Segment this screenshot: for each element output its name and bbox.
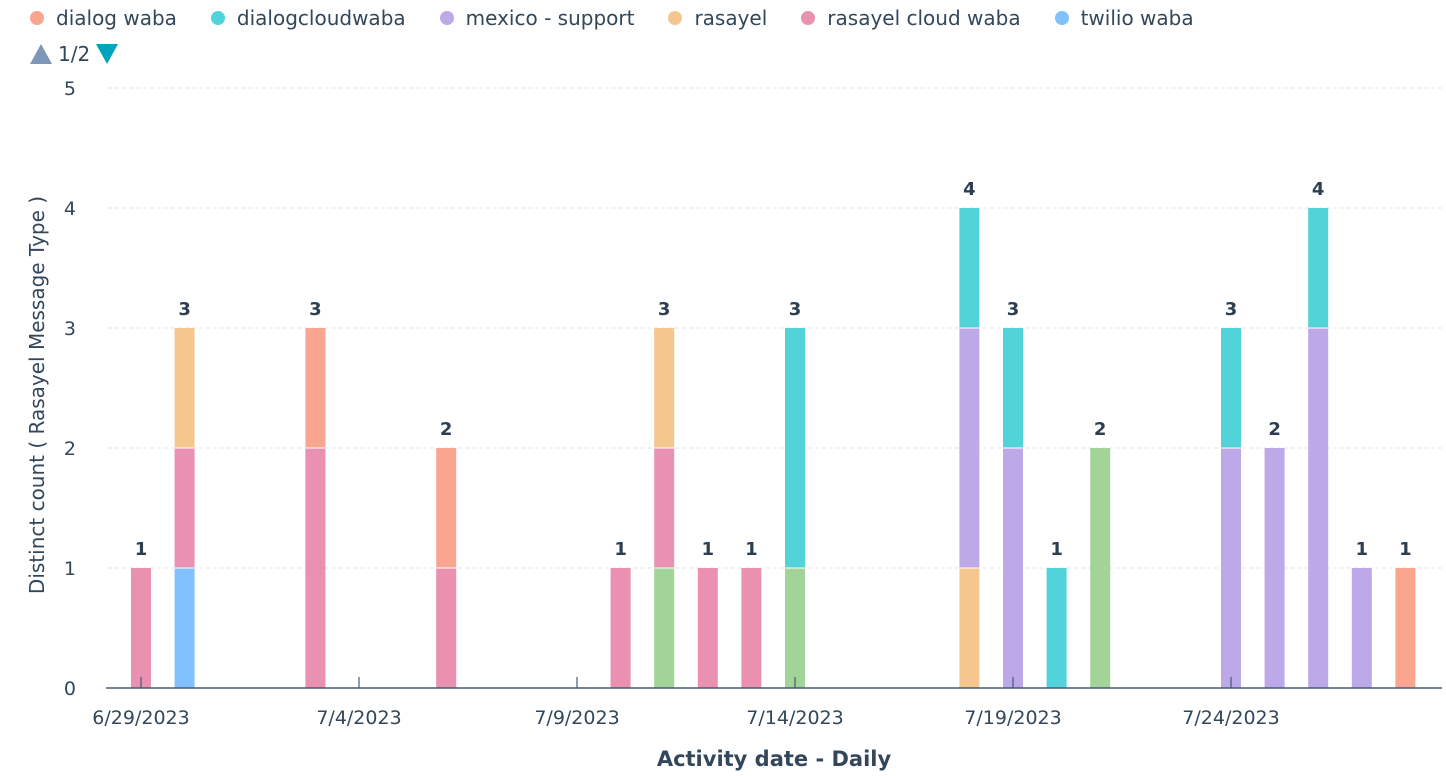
- bar-total-label: 2: [440, 419, 453, 440]
- x-tick-label: 6/29/2023: [92, 707, 189, 729]
- y-tick-label: 4: [64, 198, 76, 220]
- bar-segment: [131, 568, 151, 688]
- bar-segment: [959, 568, 980, 688]
- legend-item[interactable]: dialog waba: [30, 6, 177, 30]
- bar-segment: [174, 328, 195, 448]
- legend-item[interactable]: dialogcloudwaba: [210, 6, 406, 30]
- x-tick-label: 7/19/2023: [964, 707, 1061, 729]
- bar-segment: [1003, 448, 1023, 688]
- legend-swatch: [1054, 11, 1069, 25]
- bar-total-label: 4: [1312, 179, 1325, 200]
- bar-total-label: 1: [1050, 539, 1063, 560]
- bar-segment: [1003, 328, 1023, 448]
- y-tick-label: 1: [64, 558, 76, 580]
- bar-segment: [1046, 568, 1067, 688]
- bar-total-label: 1: [1356, 539, 1369, 560]
- bar-segment: [697, 568, 718, 688]
- bar-segment: [741, 568, 762, 688]
- bar-segment: [654, 568, 675, 688]
- bar-total-label: 2: [1268, 419, 1281, 440]
- bar-segment: [959, 208, 980, 328]
- legend-swatch: [30, 11, 44, 25]
- bar-segment: [1351, 568, 1372, 688]
- legend-swatch: [210, 11, 225, 25]
- bar-segment: [305, 448, 326, 688]
- legend-label: dialog waba: [56, 6, 177, 30]
- bar-segment: [436, 448, 457, 568]
- bar-segment: [785, 568, 805, 688]
- bar-segment: [305, 328, 326, 448]
- bar-segment: [1308, 328, 1329, 688]
- bar-segment: [174, 448, 195, 568]
- pager-up-arrow-icon[interactable]: [30, 44, 52, 64]
- legend-label: twilio waba: [1080, 6, 1194, 30]
- x-tick-label: 7/4/2023: [316, 707, 401, 729]
- legend-label: rasayel: [694, 6, 768, 30]
- bar-total-label: 3: [658, 299, 671, 320]
- x-tick-label: 7/9/2023: [534, 707, 619, 729]
- bar-segment: [1308, 208, 1329, 328]
- bar-total-label: 1: [702, 539, 715, 560]
- bar-segment: [1221, 448, 1241, 688]
- legend-swatch: [439, 11, 454, 25]
- legend-swatch: [668, 11, 683, 25]
- bar-segment: [1264, 448, 1285, 688]
- bar-total-label: 3: [1007, 299, 1020, 320]
- legend-label: rasayel cloud waba: [827, 6, 1021, 30]
- y-tick-label: 5: [64, 78, 76, 100]
- pager-down-arrow-icon[interactable]: [96, 44, 119, 64]
- bar-total-label: 4: [963, 179, 976, 200]
- y-tick-label: 3: [64, 318, 76, 340]
- y-tick-label: 2: [64, 438, 76, 460]
- bar-total-label: 1: [614, 539, 627, 560]
- x-tick-label: 7/14/2023: [746, 707, 843, 729]
- bar-total-label: 3: [789, 299, 802, 320]
- bar-segment: [610, 568, 631, 688]
- legend-pager: 1/2: [30, 42, 119, 66]
- bar-total-label: 1: [1399, 539, 1412, 560]
- bar-segment: [654, 328, 675, 448]
- bar-segment: [959, 328, 980, 568]
- bar-total-label: 3: [178, 299, 191, 320]
- legend-label: mexico - support: [465, 6, 635, 30]
- bar-total-label: 2: [1094, 419, 1107, 440]
- bar-total-label: 1: [745, 539, 758, 560]
- chart-legend: dialog waba dialogcloudwaba mexico - suppo…: [30, 4, 1228, 32]
- bar-segment: [436, 568, 457, 688]
- legend-item[interactable]: twilio waba: [1054, 6, 1194, 30]
- x-tick-label: 7/24/2023: [1182, 707, 1279, 729]
- bar-segment: [1395, 568, 1416, 688]
- bar-segment: [785, 328, 805, 568]
- y-axis-title: Distinct count ( Rasayel Message Type ): [25, 196, 49, 594]
- bar-segment: [174, 568, 195, 688]
- bar-total-label: 3: [309, 299, 322, 320]
- x-axis-title: Activity date - Daily: [657, 747, 892, 771]
- bar-total-label: 3: [1225, 299, 1238, 320]
- bar-segment: [1221, 328, 1241, 448]
- pager-page-indicator: 1/2: [58, 42, 91, 66]
- bar-segment: [1090, 448, 1111, 688]
- legend-item[interactable]: mexico - support: [439, 6, 635, 30]
- legend-item[interactable]: rasayel cloud waba: [801, 6, 1021, 30]
- legend-item[interactable]: rasayel: [668, 6, 767, 30]
- bar-total-label: 1: [135, 539, 148, 560]
- legend-swatch: [801, 11, 816, 25]
- legend-label: dialogcloudwaba: [236, 6, 406, 30]
- bar-segment: [654, 448, 675, 568]
- y-tick-label: 0: [64, 678, 76, 700]
